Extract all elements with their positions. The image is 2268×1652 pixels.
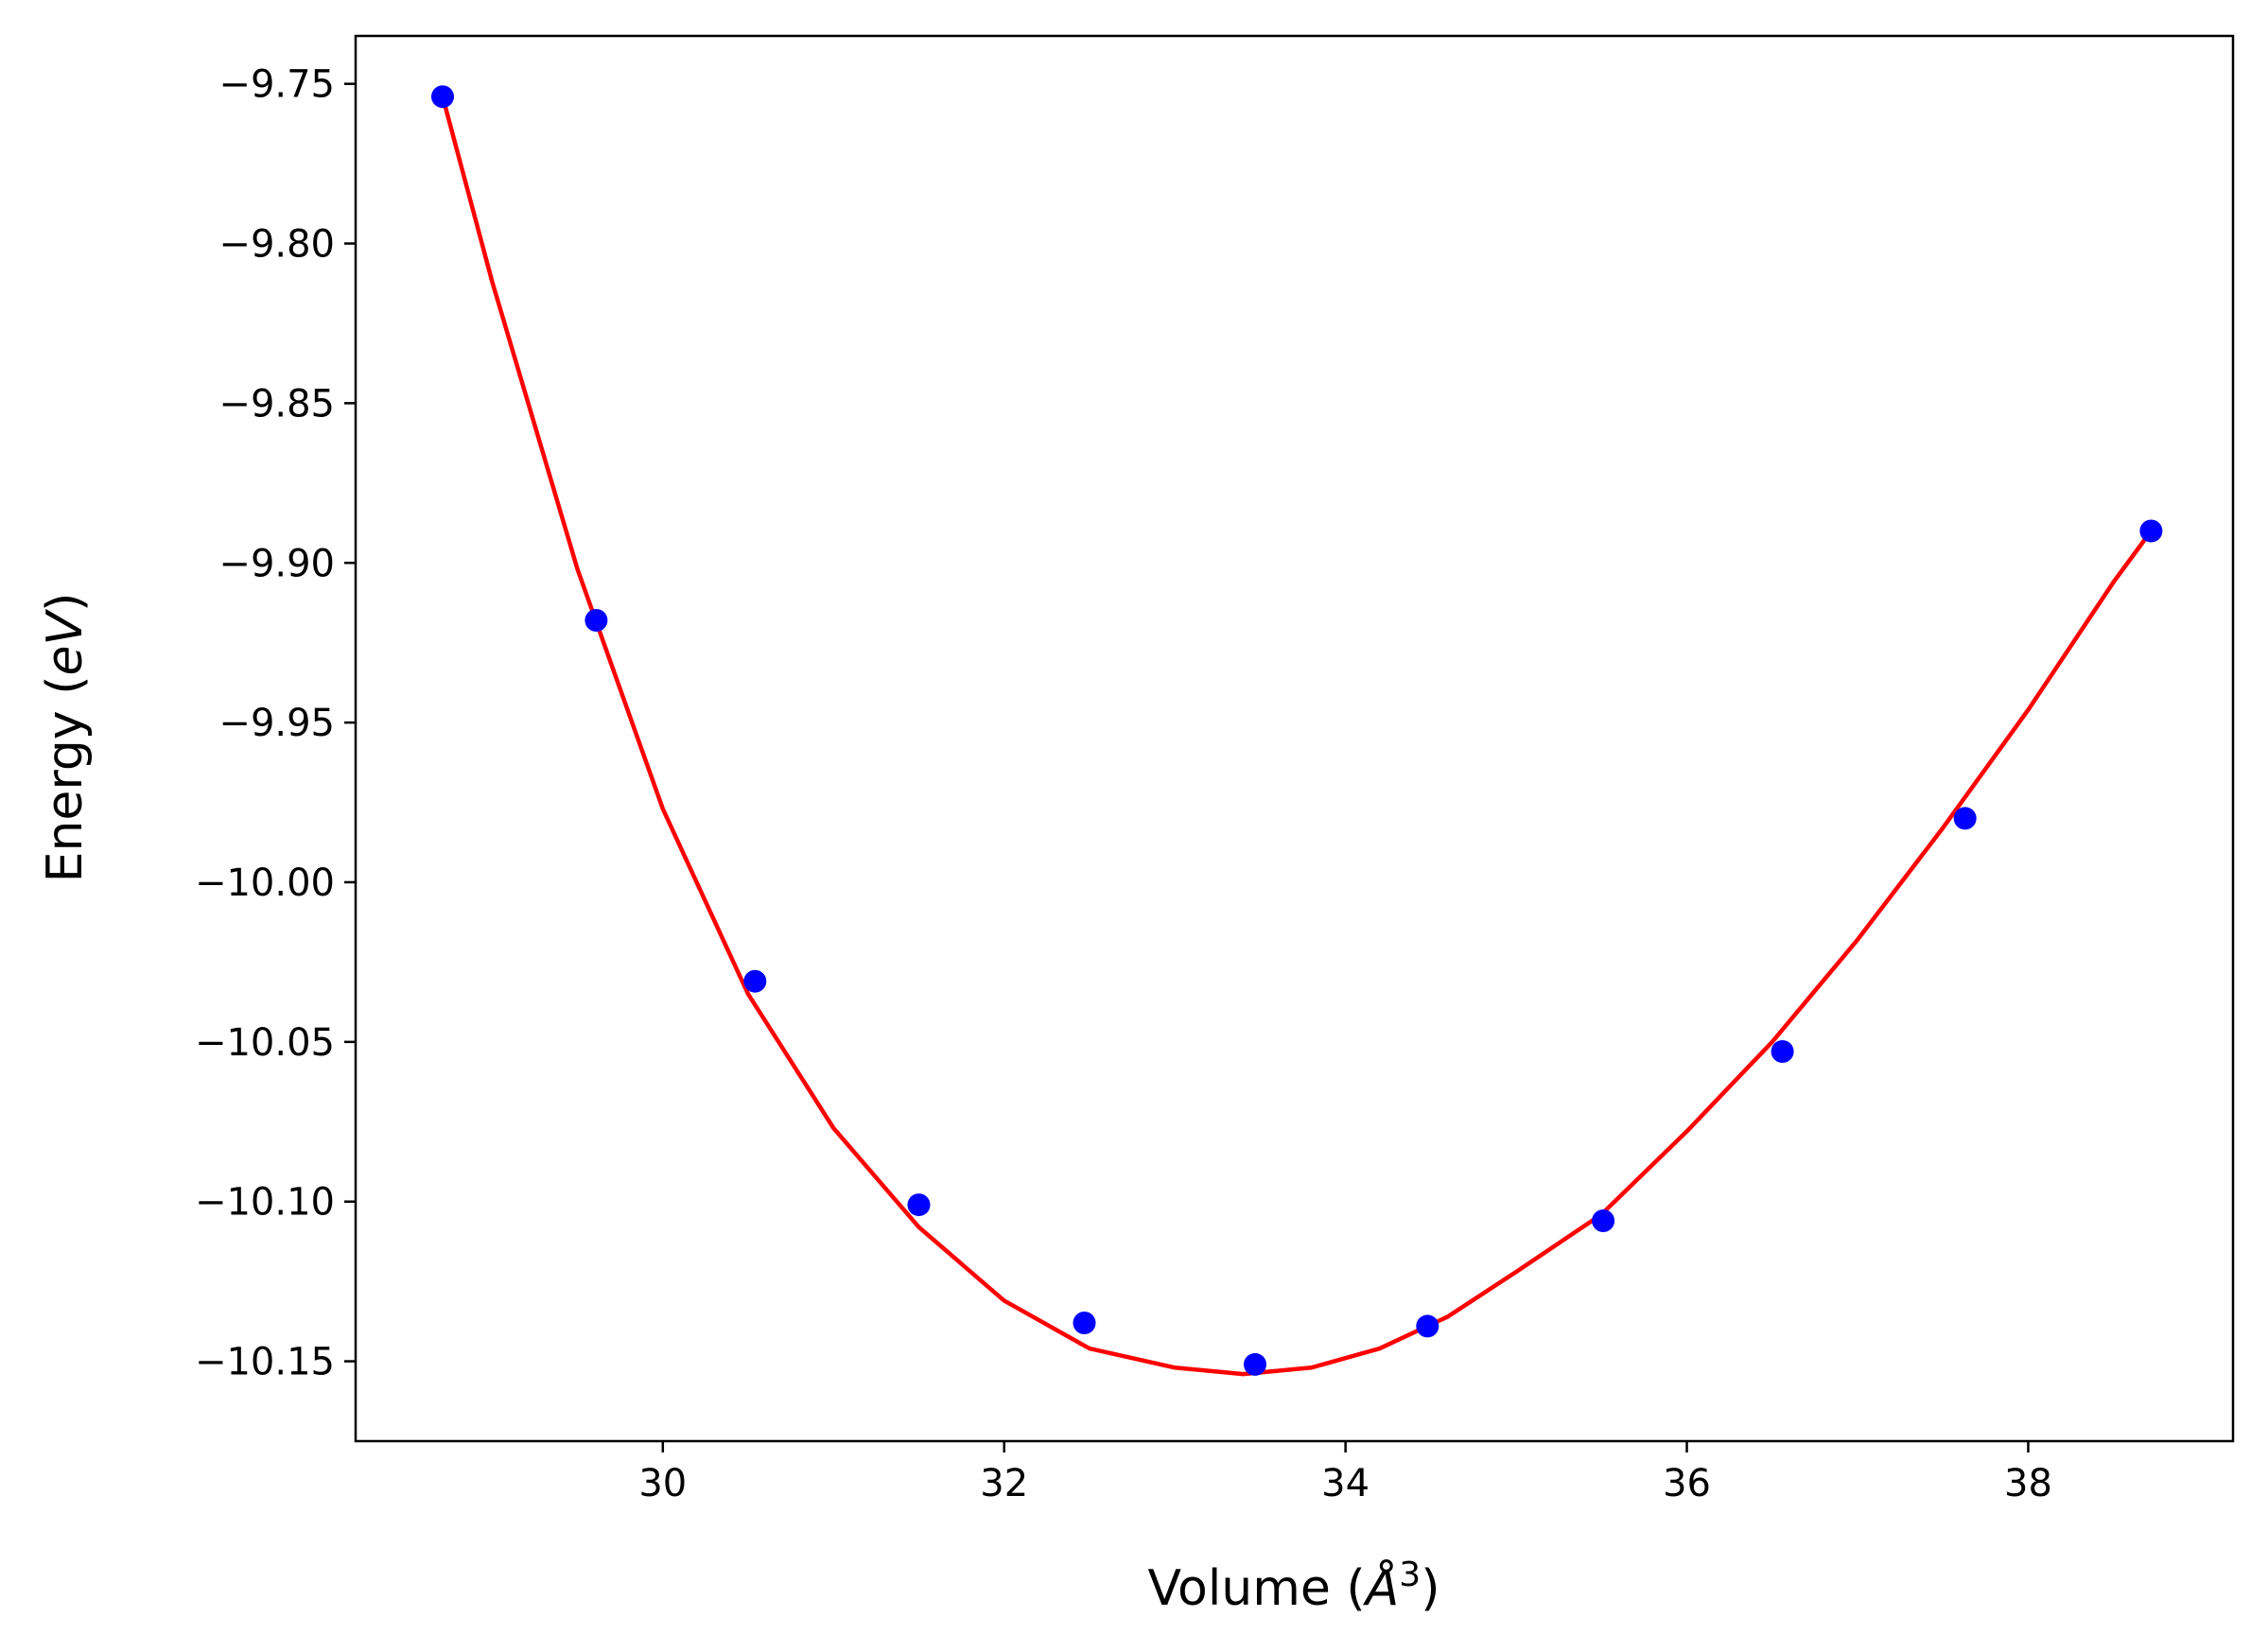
y-tick-label: −9.80 xyxy=(218,223,335,267)
x-axis-label-unit: Å xyxy=(1363,1558,1400,1617)
data-point xyxy=(1073,1312,1096,1334)
data-point xyxy=(1771,1040,1794,1063)
x-axis-ticks: 30 32 34 36 38 xyxy=(638,1441,2052,1505)
y-tick-label: −10.10 xyxy=(195,1181,335,1225)
data-point xyxy=(584,609,608,632)
data-point xyxy=(1244,1352,1266,1376)
y-axis-label: Energy (eV) xyxy=(37,593,94,883)
y-tick-label: −10.00 xyxy=(195,861,335,905)
y-axis-label-text: Energy ( xyxy=(37,676,94,883)
x-axis-label-text: Volume ( xyxy=(1148,1560,1366,1617)
x-tick-label: 36 xyxy=(1663,1462,1711,1505)
y-tick-label: −10.15 xyxy=(195,1341,335,1384)
data-point xyxy=(1592,1209,1615,1232)
x-axis-label-sup: 3 xyxy=(1399,1556,1421,1594)
plot-frame xyxy=(354,34,2235,1443)
data-points-layer xyxy=(431,85,2163,1376)
data-point xyxy=(907,1193,931,1217)
x-tick-label: 38 xyxy=(2004,1462,2052,1505)
fit-curve-layer xyxy=(440,96,2154,1377)
y-tick-label: −9.85 xyxy=(218,382,335,426)
data-point xyxy=(743,969,767,993)
data-point xyxy=(2139,519,2163,543)
x-tick-label: 34 xyxy=(1321,1462,1370,1505)
x-tick-label: 32 xyxy=(980,1462,1028,1505)
y-tick-label: −9.75 xyxy=(218,63,335,107)
y-tick-label: −9.95 xyxy=(218,702,335,745)
data-point xyxy=(1953,807,1977,830)
y-axis-label-unit: eV xyxy=(37,609,94,676)
fit-curve-line xyxy=(440,96,2154,1377)
data-point xyxy=(431,85,454,109)
x-axis-label-close: ) xyxy=(1421,1560,1439,1617)
x-tick-label: 30 xyxy=(638,1462,687,1505)
y-tick-label: −10.05 xyxy=(195,1021,335,1065)
y-axis-ticks: −9.75 −9.80 −9.85 −9.90 −9.95 −10.00 −10.05 −10… xyxy=(195,63,356,1384)
data-point xyxy=(1416,1314,1439,1338)
y-axis-label-close: ) xyxy=(37,593,94,612)
y-tick-label: −9.90 xyxy=(218,542,335,585)
x-axis-label: Volume (Å3) xyxy=(1148,1556,1440,1617)
